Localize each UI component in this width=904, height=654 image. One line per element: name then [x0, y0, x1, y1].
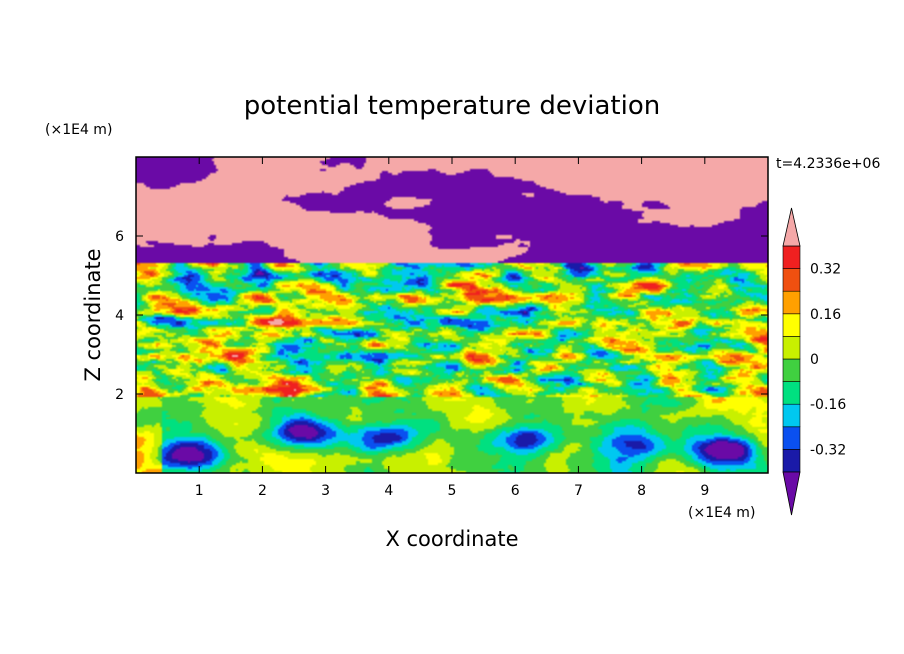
colorbar: 0.32 0.16 0 -0.16 -0.32: [782, 207, 846, 516]
chart-title: potential temperature deviation: [244, 91, 660, 121]
y-tick-label: 2: [115, 387, 124, 403]
colorbar-bin: [782, 358, 801, 382]
y-axis-ticks: 2 4 6: [115, 229, 768, 403]
x-tick-label: 2: [258, 483, 267, 499]
colorbar-label: 0: [810, 352, 819, 368]
colorbar-bin: [782, 449, 801, 473]
x-tick-label: 1: [195, 483, 204, 499]
x-tick-label: 3: [321, 483, 330, 499]
x-tick-label: 9: [700, 483, 709, 499]
contour-image: [136, 157, 768, 473]
colorbar-under-triangle: [782, 471, 801, 516]
colorbar-bin: [782, 245, 801, 269]
x-axis-label: X coordinate: [385, 527, 518, 551]
colorbar-bin: [782, 403, 801, 428]
y-tick-label: 4: [115, 308, 124, 324]
x-tick-label: 8: [637, 483, 646, 499]
colorbar-bin: [782, 313, 801, 337]
colorbar-bin: [782, 381, 801, 405]
y-axis-unit: (×1E4 m): [45, 122, 112, 138]
y-tick-label: 6: [115, 229, 124, 245]
x-axis-unit: (×1E4 m): [688, 505, 755, 521]
time-label: t=4.2336e+06: [776, 156, 880, 172]
colorbar-label: -0.32: [810, 442, 846, 458]
colorbar-bin: [782, 290, 801, 315]
colorbar-bin: [782, 426, 801, 450]
x-tick-label: 4: [384, 483, 393, 499]
colorbar-bin: [782, 268, 801, 292]
y-axis-label: Z coordinate: [81, 248, 105, 381]
colorbar-bin: [782, 336, 801, 360]
colorbar-label: 0.32: [810, 262, 841, 278]
colorbar-label: -0.16: [810, 397, 846, 413]
x-tick-label: 5: [448, 483, 457, 499]
x-tick-label: 7: [574, 483, 583, 499]
contour-field: [136, 157, 768, 473]
colorbar-over-triangle: [782, 207, 801, 247]
x-axis-ticks: 1 2 3 4 5 6 7 8 9: [195, 157, 709, 499]
x-tick-label: 6: [511, 483, 520, 499]
colorbar-label: 0.16: [810, 307, 841, 323]
